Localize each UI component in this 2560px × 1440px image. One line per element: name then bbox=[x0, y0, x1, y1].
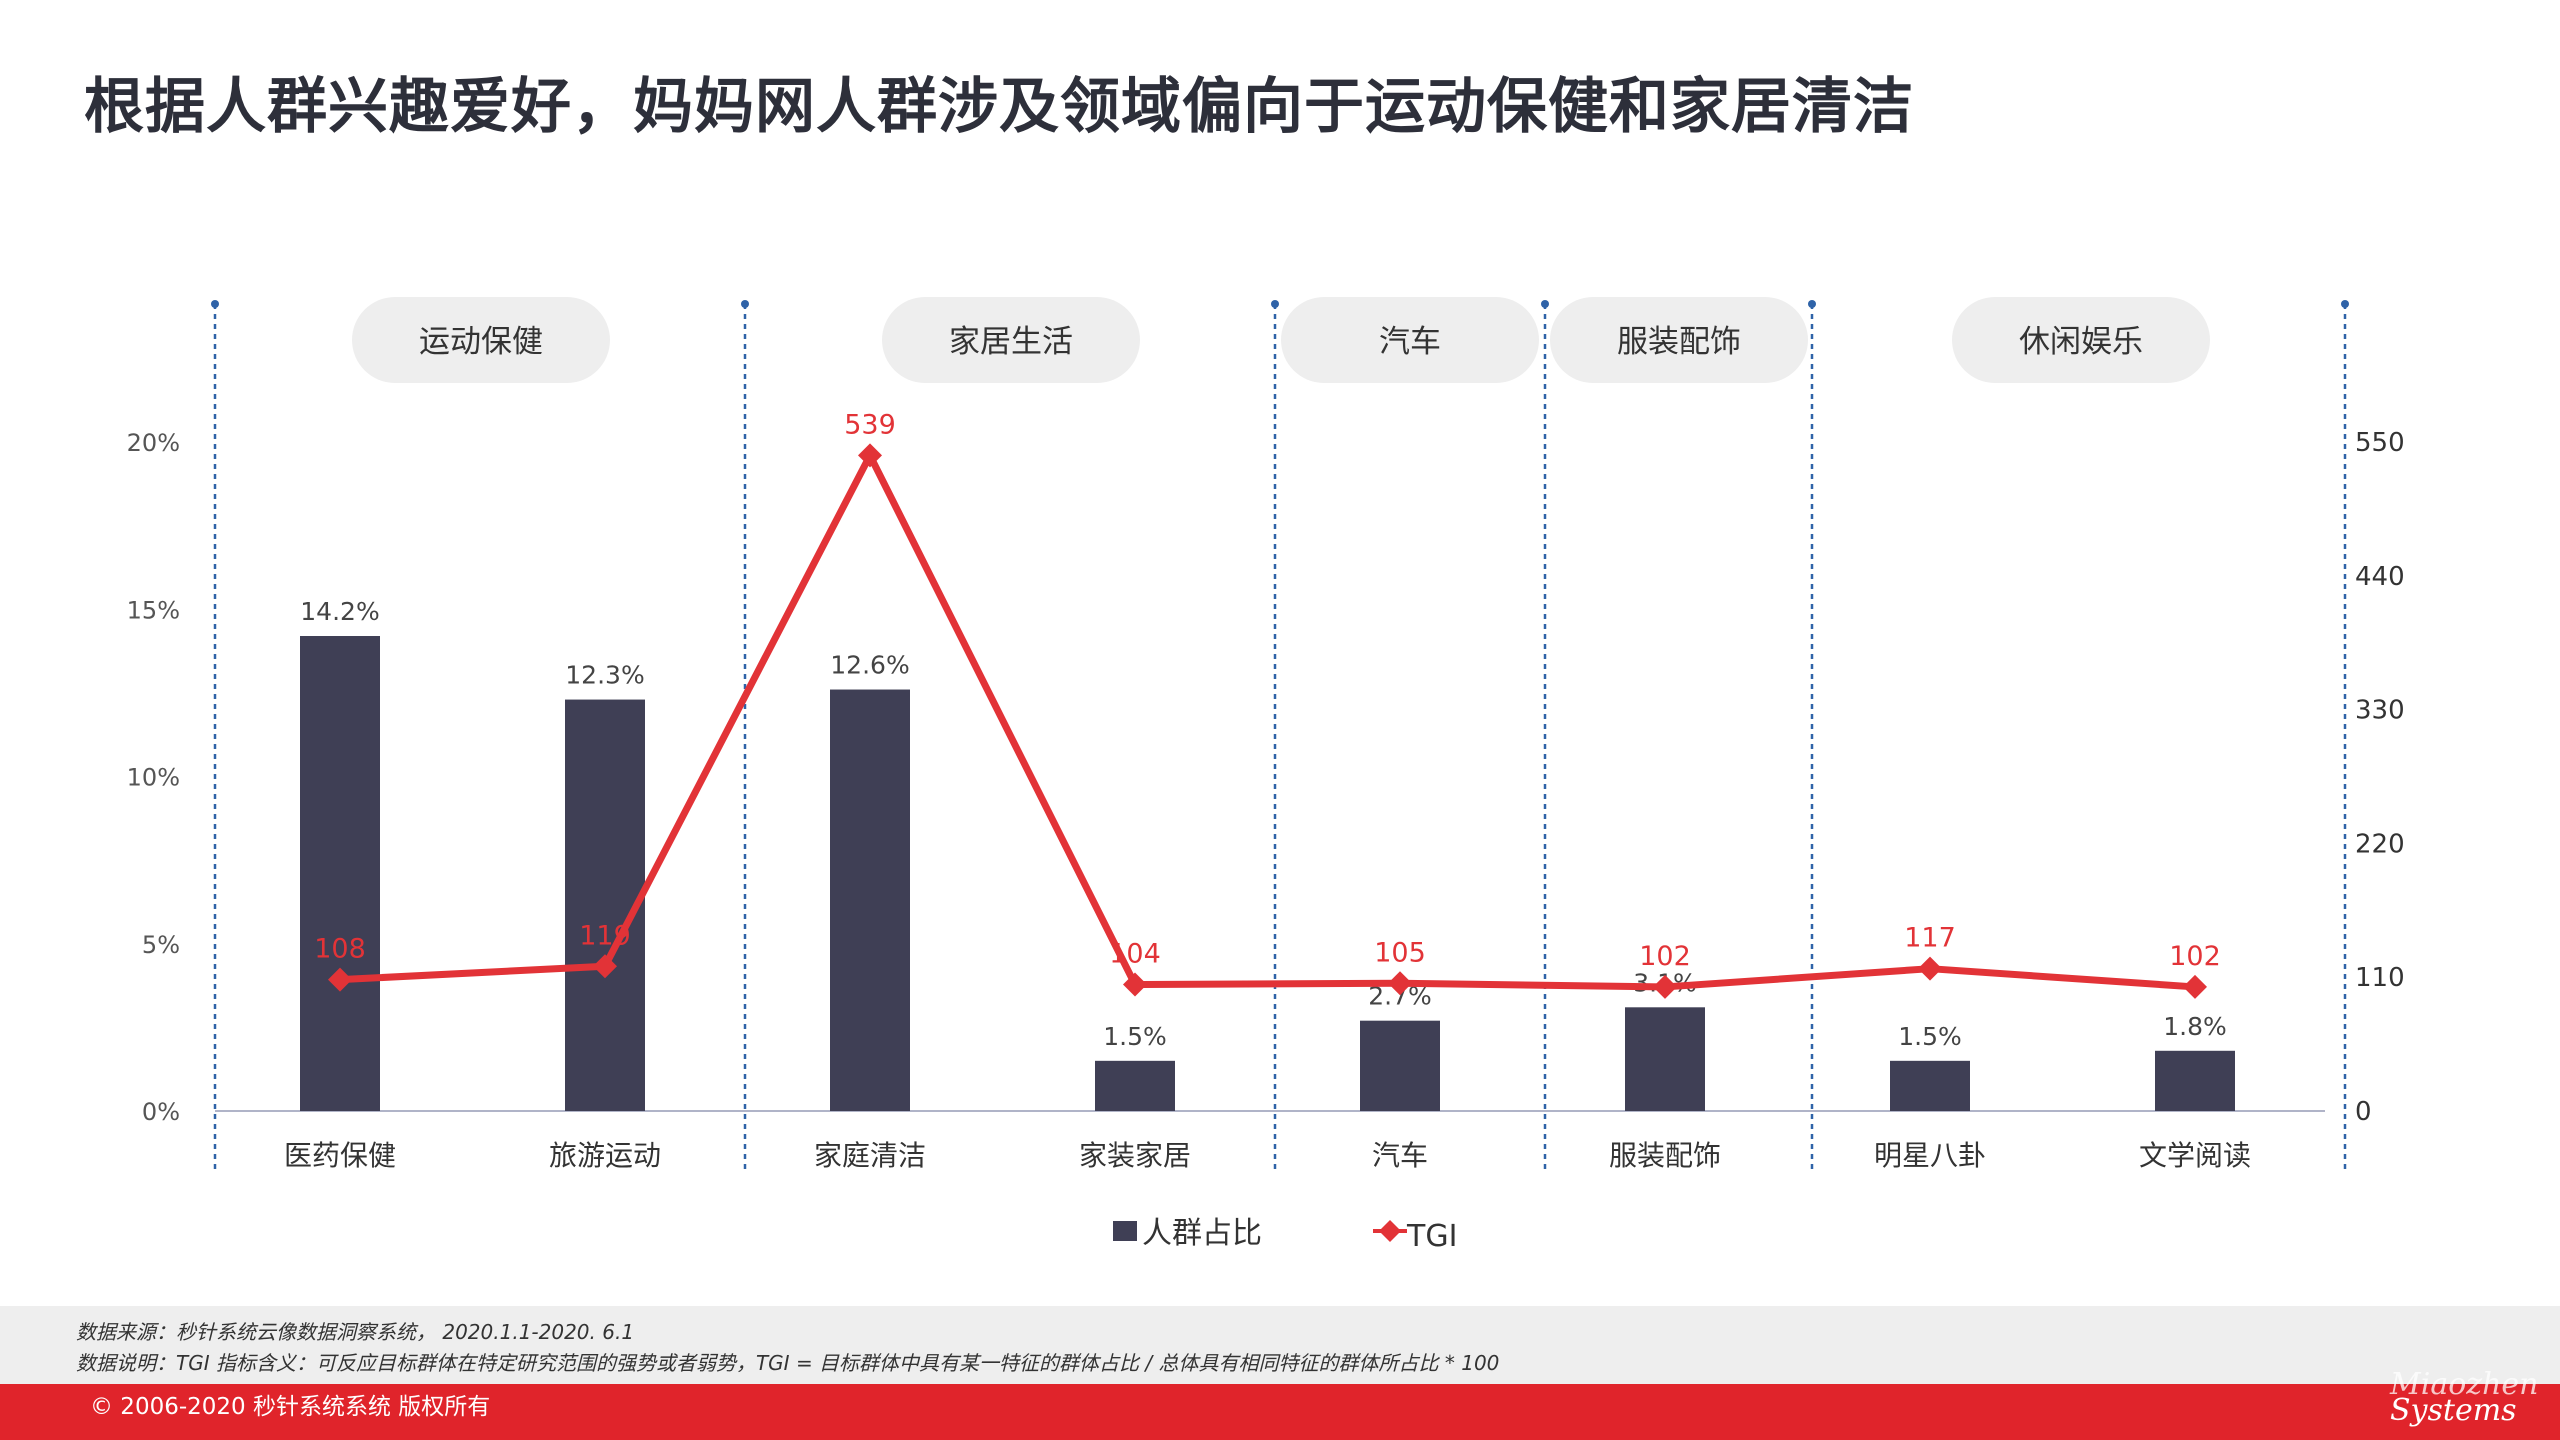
y-right-tick-label: 220 bbox=[2355, 829, 2405, 859]
tgi-value-label: 105 bbox=[1374, 937, 1426, 968]
group-pill-label: 休闲娱乐 bbox=[2019, 324, 2143, 360]
tgi-value-label: 102 bbox=[2169, 941, 2221, 972]
legend-line-label: TGI bbox=[1406, 1219, 1457, 1254]
bar bbox=[1095, 1060, 1175, 1111]
y-left-tick-label: 10% bbox=[127, 764, 180, 792]
page-title: 根据人群兴趣爱好，妈妈网人群涉及领域偏向于运动保健和家居清洁 bbox=[84, 72, 1914, 142]
tgi-point bbox=[2183, 974, 2207, 999]
tgi-value-label: 117 bbox=[1904, 923, 1956, 954]
x-tick-label: 家庭清洁 bbox=[814, 1139, 926, 1172]
bar-value-label: 12.3% bbox=[565, 661, 644, 690]
x-tick-label: 明星八卦 bbox=[1874, 1139, 1986, 1172]
bar-value-label: 1.5% bbox=[1103, 1022, 1167, 1051]
tgi-value-label: 104 bbox=[1109, 938, 1161, 969]
brand-logo: Miaozhen Systems bbox=[2390, 1367, 2539, 1428]
x-tick-label: 汽车 bbox=[1372, 1139, 1428, 1172]
tgi-point bbox=[328, 967, 352, 992]
legend-bar-swatch bbox=[1113, 1221, 1137, 1241]
y-left-tick-label: 5% bbox=[142, 931, 180, 959]
bar bbox=[1890, 1060, 1970, 1111]
legend-line-marker bbox=[1379, 1220, 1401, 1242]
group-pill bbox=[882, 297, 1140, 383]
bar bbox=[300, 636, 380, 1111]
tgi-point bbox=[1918, 956, 1942, 981]
tgi-value-label: 102 bbox=[1639, 941, 1691, 972]
x-tick-label: 家装家居 bbox=[1079, 1139, 1191, 1172]
group-pill-label: 服装配饰 bbox=[1617, 324, 1741, 360]
data-description-note: 数据说明：TGI 指标含义：可反应目标群体在特定研究范围的强势或者弱势，TGI … bbox=[76, 1351, 1500, 1375]
x-tick-label: 旅游运动 bbox=[549, 1139, 661, 1172]
tgi-point bbox=[1123, 972, 1147, 997]
group-pill bbox=[1550, 297, 1808, 383]
bar bbox=[2155, 1050, 2235, 1111]
group-divider-dot bbox=[2341, 300, 2349, 308]
tgi-value-label: 539 bbox=[844, 409, 896, 440]
tgi-value-label: 119 bbox=[579, 920, 631, 951]
tgi-point bbox=[1653, 974, 1677, 999]
bar bbox=[565, 699, 645, 1111]
data-source-note: 数据来源：秒针系统云像数据洞察系统， 2020.1.1-2020. 6.1 bbox=[76, 1320, 635, 1344]
bar-value-label: 12.6% bbox=[830, 651, 909, 680]
bar-value-label: 14.2% bbox=[300, 597, 379, 626]
bar bbox=[1625, 1007, 1705, 1111]
y-left-tick-label: 20% bbox=[127, 429, 180, 457]
footer-bar bbox=[0, 1384, 2560, 1440]
tgi-point bbox=[858, 443, 882, 468]
group-divider-dot bbox=[211, 300, 219, 308]
tgi-point bbox=[1388, 971, 1412, 996]
y-right-tick-label: 330 bbox=[2355, 696, 2405, 726]
legend-bar-label: 人群占比 bbox=[1142, 1216, 1262, 1251]
copyright-text: © 2006-2020 秒针系统系统 版权所有 bbox=[90, 1394, 491, 1420]
group-pill-label: 汽车 bbox=[1379, 324, 1441, 360]
group-pill bbox=[1281, 297, 1539, 383]
group-divider-dot bbox=[1541, 300, 1549, 308]
y-right-tick-label: 440 bbox=[2355, 562, 2405, 592]
y-right-tick-label: 0 bbox=[2355, 1097, 2372, 1127]
y-left-tick-label: 15% bbox=[127, 596, 180, 624]
chart: 运动保健 家居生活 汽车 服装配饰 休闲娱乐0%5%10%15%20%011022033… bbox=[127, 297, 2405, 1254]
x-tick-label: 医药保健 bbox=[284, 1139, 396, 1172]
group-pill-label: 运动保健 bbox=[419, 324, 543, 360]
bar-value-label: 1.5% bbox=[1898, 1022, 1962, 1051]
x-tick-label: 服装配饰 bbox=[1609, 1139, 1721, 1172]
x-tick-label: 文学阅读 bbox=[2139, 1139, 2251, 1172]
tgi-value-label: 108 bbox=[314, 934, 366, 965]
bar bbox=[830, 689, 910, 1111]
group-divider-dot bbox=[1808, 300, 1816, 308]
footer-notes bbox=[0, 1306, 2560, 1384]
group-pill bbox=[1952, 297, 2210, 383]
y-right-tick-label: 550 bbox=[2355, 428, 2405, 458]
group-divider-dot bbox=[741, 300, 749, 308]
y-right-tick-label: 110 bbox=[2355, 963, 2405, 993]
bar bbox=[1360, 1020, 1440, 1111]
group-divider-dot bbox=[1271, 300, 1279, 308]
tgi-line bbox=[339, 451, 2196, 991]
y-left-tick-label: 0% bbox=[142, 1098, 180, 1126]
tgi-point bbox=[593, 954, 617, 979]
group-pill bbox=[352, 297, 610, 383]
bar-value-label: 1.8% bbox=[2163, 1012, 2227, 1041]
group-pill-label: 家居生活 bbox=[949, 324, 1073, 360]
